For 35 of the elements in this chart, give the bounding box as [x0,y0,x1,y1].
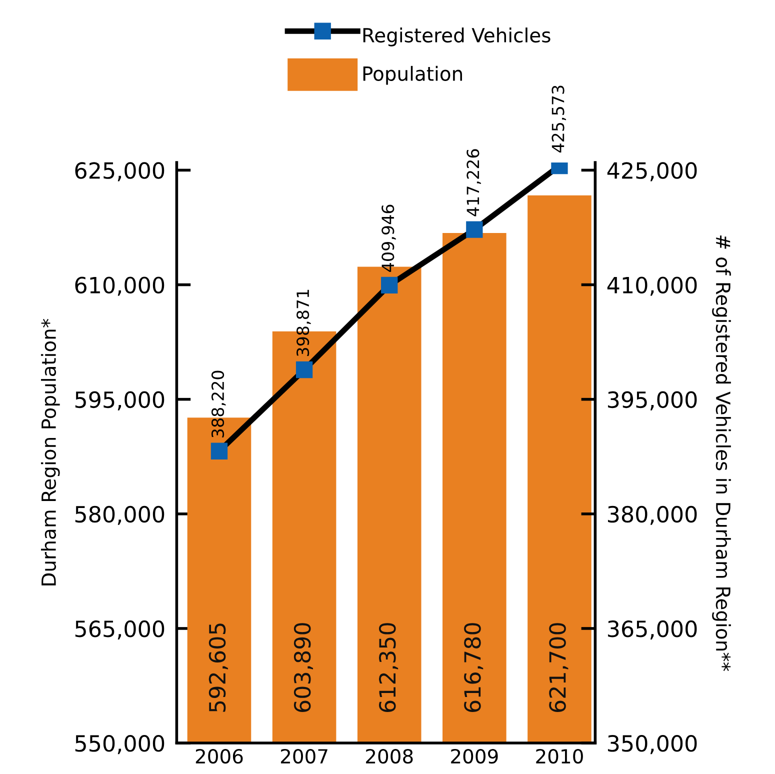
x-tick-label: 2006 [196,748,243,764]
y-tick-label: 595,000 [75,391,164,410]
x-tick-label: 2009 [451,748,498,764]
data-label: 417,226 [466,149,481,216]
y-tick-label: 580,000 [75,506,164,525]
y-tick-label: 565,000 [75,620,164,640]
x-tick-label: 2008 [366,748,413,764]
y2-tick-label: 350,000 [608,734,697,754]
y-axis-title: Durham Region Population* [40,318,60,586]
legend-label: Population [363,66,462,85]
point [466,221,483,238]
data-label: 388,220 [211,370,226,438]
data-label: 616,780 [464,623,484,712]
y2-tick-label: 365,000 [608,620,697,640]
data-label: 425,573 [552,86,566,152]
x-tick-label: 2010 [536,748,583,764]
y-tick-label: 550,000 [75,734,164,754]
data-label: 398,871 [296,290,311,356]
y-tick-label: 625,000 [75,162,164,182]
y2-tick-label: 380,000 [608,506,697,525]
y2-tick-label: 410,000 [607,276,697,296]
data-label: 592,605 [208,624,228,712]
data-label: 612,350 [378,623,398,712]
y2-axis-title: # of Registered Vehicles in Durham Region** [712,236,731,671]
point [210,442,228,460]
point [381,276,398,294]
data-label: 409,946 [382,204,396,272]
y2-tick-label: 395,000 [608,391,697,410]
x-tick-label: 2007 [280,748,328,764]
y-tick-label: 610,000 [75,276,164,296]
legend-label: Registered Vehicles [363,28,550,46]
y2-tick-label: 425,000 [607,162,697,182]
data-label: 603,890 [294,623,314,712]
point [296,361,313,378]
data-label: 621,700 [549,623,568,712]
